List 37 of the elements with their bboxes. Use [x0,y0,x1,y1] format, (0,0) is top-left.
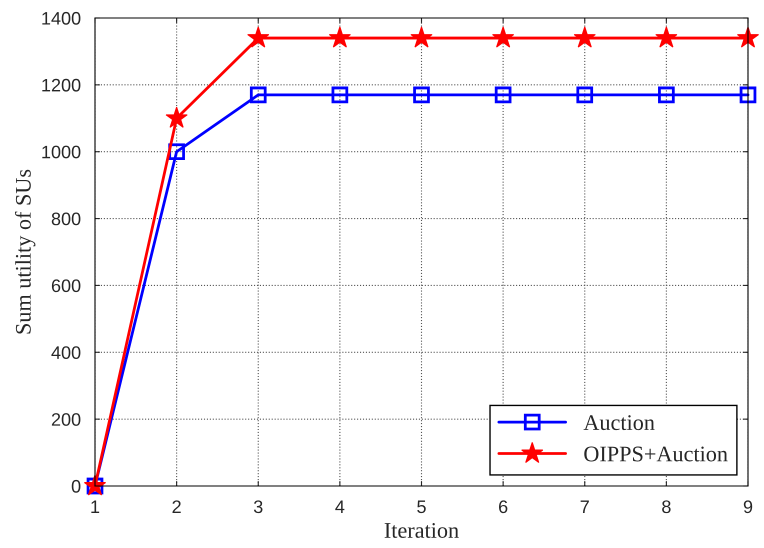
point [332,86,348,104]
y-tick-label: 1000 [42,146,80,158]
point [492,26,514,48]
x-tick-label: 4 [335,500,344,513]
point [740,86,756,104]
x-axis-title: Iteration [384,522,459,538]
y-tick-label: 1200 [42,78,80,92]
x-tick-label: 7 [580,500,589,513]
point [250,86,267,104]
x-tick-label: 2 [172,500,181,513]
x-tick-label: 9 [744,500,752,514]
x-tick-label: 6 [499,500,508,514]
point [413,86,430,104]
point [166,106,188,128]
x-tick-label: 5 [417,500,426,514]
y-tick-label: 0 [72,480,80,493]
legend-label: OIPPS+Auction [584,446,728,462]
point [247,26,270,48]
y-tick-label: 400 [51,346,80,360]
x-tick-label: 3 [254,500,262,514]
y-tick-label: 600 [52,279,80,292]
point [576,86,594,104]
y-tick-label: 1400 [42,12,80,25]
y-tick-label: 800 [52,212,80,226]
x-tick-label: 8 [662,500,671,514]
x-tick-label: 1 [91,500,100,513]
legend-label: Auction [584,415,655,430]
point [84,474,106,496]
point [736,26,760,48]
y-tick-label: 200 [52,413,80,426]
y-axis-title: Sum utility of SUs [14,170,36,334]
point [658,86,675,104]
point [574,26,596,48]
point [655,26,678,48]
point [328,26,351,48]
point [410,26,433,48]
point [494,86,512,104]
